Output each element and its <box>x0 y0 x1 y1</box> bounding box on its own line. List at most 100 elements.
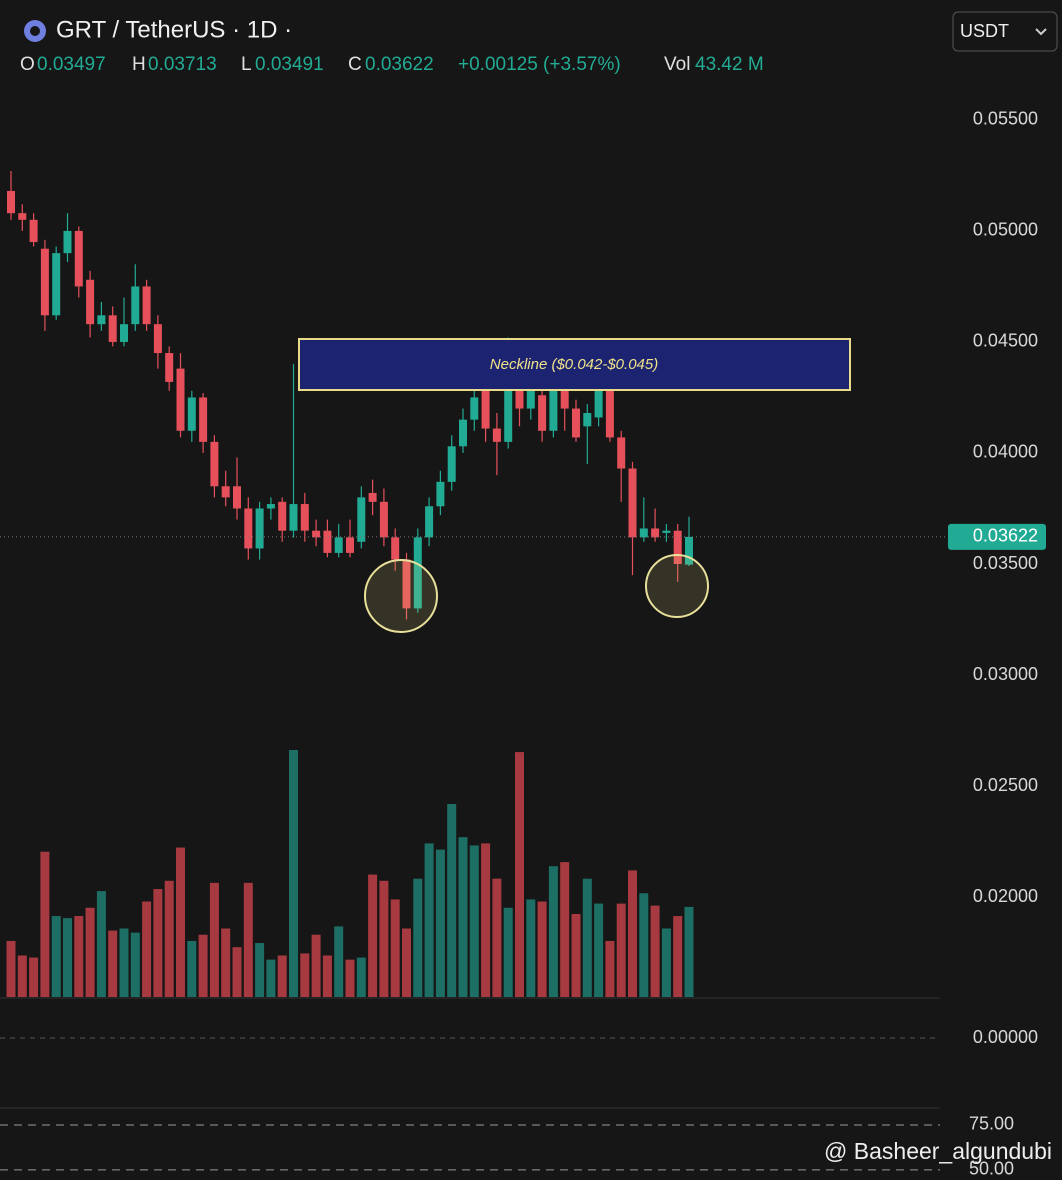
candle-body <box>29 219 38 243</box>
candle-body <box>131 286 140 325</box>
volume-bar <box>492 878 502 997</box>
volume-bar <box>402 928 411 997</box>
volume-bar <box>277 955 287 997</box>
candle-body <box>210 441 219 487</box>
volume-bar <box>582 878 592 997</box>
volume-bar <box>153 889 163 997</box>
volume-bar <box>548 866 558 997</box>
volume-bar <box>322 955 332 997</box>
candle-body <box>323 530 332 553</box>
y-tick-label: 0.00000 <box>973 1027 1038 1047</box>
volume-bar <box>594 903 604 997</box>
ohlc-value: 0.03491 <box>255 54 324 75</box>
candle-body <box>605 390 614 438</box>
candle-body <box>436 481 445 507</box>
chart-title: GRT / TetherUS · 1D · <box>56 16 292 43</box>
currency-button[interactable] <box>952 11 1058 52</box>
volume-bar <box>311 934 321 997</box>
volume-bar <box>198 934 208 997</box>
volume-bar <box>560 862 570 997</box>
volume-bar <box>661 928 671 997</box>
volume-bar <box>164 880 174 997</box>
ohlc-key: O <box>20 54 35 75</box>
ohlc-key: Vol <box>664 54 690 75</box>
volume-bar <box>571 913 581 997</box>
y-tick-label: 75.00 <box>969 1114 1014 1134</box>
volume-bar <box>345 959 355 997</box>
volume-bar <box>6 940 16 997</box>
candle-body <box>481 390 490 429</box>
candle-body <box>402 559 411 609</box>
candle-body <box>7 190 15 214</box>
volume-bar <box>289 750 298 997</box>
candle-body <box>108 315 117 342</box>
volume-bar <box>17 955 27 997</box>
y-tick-label: 0.04000 <box>973 442 1038 462</box>
candle-body <box>538 395 547 431</box>
candle-body <box>639 528 648 538</box>
volume-bar <box>469 845 479 997</box>
volume-bar <box>413 878 423 997</box>
y-tick-label: 0.03500 <box>973 553 1038 573</box>
volume-bar <box>266 959 276 997</box>
candle-body <box>187 397 196 431</box>
ohlc-change: +0.00125 (+3.57%) <box>458 54 621 75</box>
candle-body <box>142 286 151 325</box>
volume-bar <box>40 851 50 997</box>
candle-body <box>628 468 637 538</box>
candle-body <box>470 397 479 420</box>
watermark: @ Basheer_algundubi <box>824 1138 1052 1164</box>
volume-bar <box>684 906 694 997</box>
volume-bar <box>503 907 513 997</box>
candle-body <box>594 390 603 418</box>
candle-body <box>346 537 354 553</box>
candle-body <box>391 537 400 560</box>
candle-body <box>289 504 298 531</box>
coin-icon-inner <box>30 26 40 36</box>
volume-bar <box>605 940 615 997</box>
candle-body <box>233 486 241 509</box>
volume-bar <box>85 907 95 997</box>
candle-body <box>52 253 61 316</box>
candle-body <box>18 213 27 220</box>
candle-body <box>447 446 456 482</box>
volume-bar <box>537 901 547 997</box>
volume-bar <box>119 928 129 997</box>
ohlc-value: 43.42 M <box>695 54 764 75</box>
volume-bar <box>334 926 344 997</box>
candle-body <box>74 230 83 287</box>
candle-body <box>244 508 253 549</box>
candle-body <box>278 501 287 531</box>
candle-body <box>266 504 275 509</box>
candle-body <box>63 230 72 254</box>
volume-bar <box>379 880 389 997</box>
volume-bar <box>481 843 491 997</box>
volume-bar <box>51 916 61 997</box>
candle-body <box>300 504 309 531</box>
volume-bar <box>447 803 457 997</box>
volume-bar <box>255 943 265 997</box>
candle-body <box>153 324 162 354</box>
ohlc-key: L <box>241 54 252 75</box>
candle-body <box>504 390 513 442</box>
candle-body <box>492 428 501 442</box>
bottom-circle <box>645 554 709 618</box>
y-tick-label: 50.00 <box>969 1159 1014 1179</box>
volume-bar <box>29 957 39 997</box>
volume-bar <box>673 916 683 997</box>
candle-body <box>357 497 366 542</box>
candle-body <box>662 530 671 533</box>
volume-bar <box>96 891 106 997</box>
ohlc-key: H <box>132 54 146 75</box>
volume-bar <box>300 953 310 997</box>
ohlc-key: C <box>348 54 362 75</box>
ohlc-value: 0.03622 <box>365 54 434 75</box>
last-price-label: 0.03622 <box>973 526 1038 546</box>
candle-body <box>221 486 230 498</box>
candle-body <box>583 413 592 427</box>
candle-body <box>312 530 321 538</box>
volume-bar <box>424 843 434 997</box>
candle-body <box>549 364 558 431</box>
